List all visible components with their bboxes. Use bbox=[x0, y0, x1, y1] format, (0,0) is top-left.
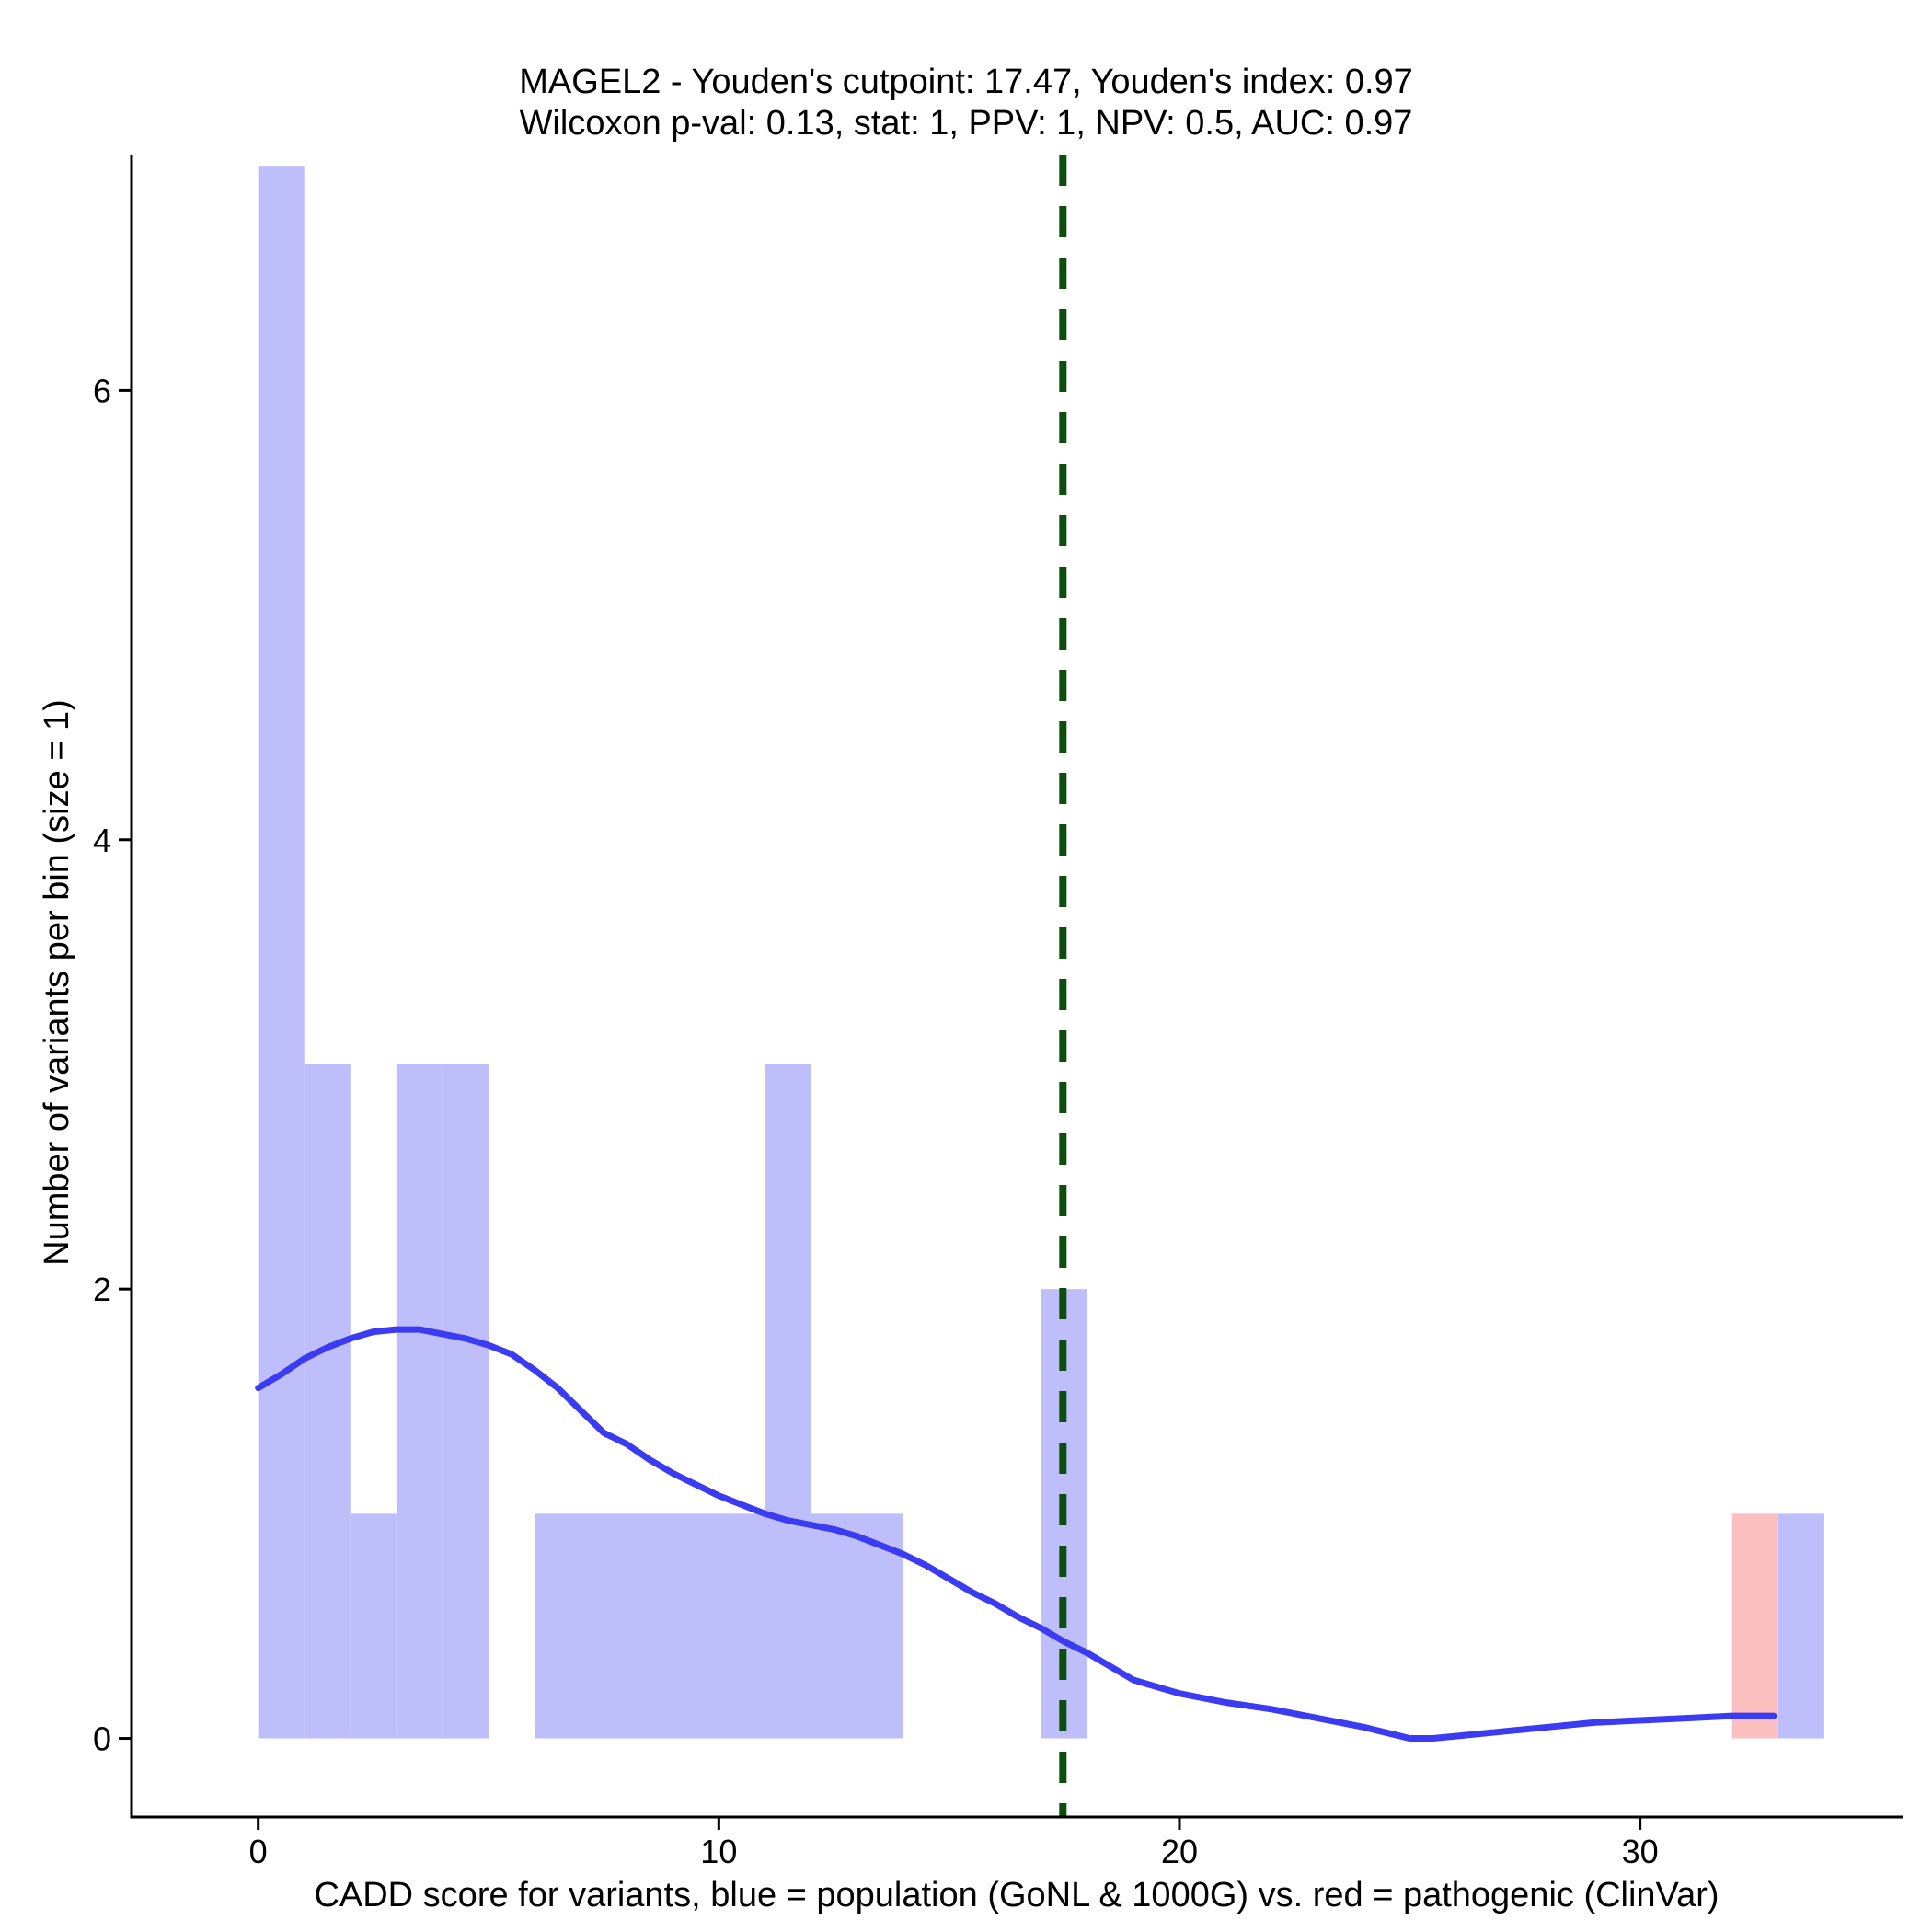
x-tick-label: 10 bbox=[700, 1833, 737, 1870]
x-tick-label: 30 bbox=[1622, 1833, 1659, 1870]
population-bar bbox=[581, 1513, 627, 1739]
x-tick-label: 0 bbox=[249, 1833, 268, 1870]
population-bar bbox=[350, 1513, 397, 1739]
population-bar bbox=[1777, 1513, 1824, 1739]
y-tick-label: 2 bbox=[93, 1271, 111, 1308]
y-axis-title: Number of variants per bin (size = 1) bbox=[38, 699, 76, 1266]
x-tick-label: 20 bbox=[1161, 1833, 1198, 1870]
population-bar bbox=[535, 1513, 581, 1739]
chart-subtitle: Wilcoxon p-val: 0.13, stat: 1, PPV: 1, N… bbox=[519, 104, 1413, 143]
population-bar bbox=[258, 166, 305, 1739]
population-bar bbox=[627, 1513, 673, 1739]
population-bar bbox=[442, 1064, 489, 1739]
density-curve-group bbox=[255, 1326, 1777, 1742]
chart-title: MAGEL2 - Youden's cutpoint: 17.47, Youde… bbox=[519, 63, 1413, 101]
y-tick-label: 4 bbox=[93, 822, 111, 859]
population-bar bbox=[673, 1513, 719, 1739]
y-tick-label: 6 bbox=[93, 372, 111, 409]
population-bar bbox=[304, 1064, 351, 1739]
x-axis-title: CADD score for variants, blue = populati… bbox=[314, 1876, 1719, 1915]
pathogenic-bar bbox=[1731, 1513, 1778, 1739]
axes: 0 10 20 30 0 2 4 6 bbox=[93, 155, 1903, 1870]
density-curve bbox=[255, 1326, 1777, 1742]
y-tick-label: 0 bbox=[93, 1720, 111, 1758]
population-bar bbox=[765, 1064, 811, 1739]
population-bar bbox=[811, 1513, 857, 1739]
population-bar bbox=[719, 1513, 765, 1739]
population-bar bbox=[396, 1064, 443, 1739]
histogram-bars bbox=[258, 166, 1824, 1739]
